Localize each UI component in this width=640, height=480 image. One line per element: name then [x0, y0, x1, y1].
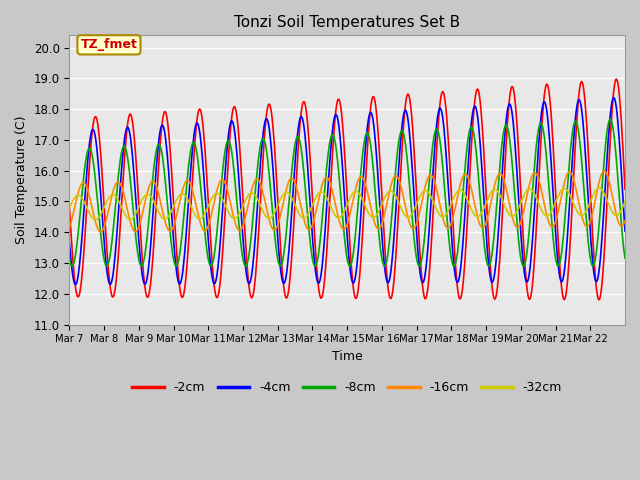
-4cm	[621, 228, 629, 234]
-2cm	[612, 76, 620, 82]
-4cm	[71, 282, 79, 288]
X-axis label: Time: Time	[332, 350, 363, 363]
-16cm	[436, 204, 444, 209]
-4cm	[65, 240, 73, 245]
-16cm	[97, 229, 104, 235]
-32cm	[405, 214, 413, 220]
-2cm	[436, 105, 444, 111]
-2cm	[260, 136, 268, 142]
Line: -32cm: -32cm	[69, 188, 625, 220]
-8cm	[233, 198, 241, 204]
-8cm	[260, 137, 268, 143]
-32cm	[595, 185, 603, 191]
-32cm	[92, 217, 99, 223]
-32cm	[131, 212, 139, 217]
Line: -2cm: -2cm	[69, 79, 625, 300]
-4cm	[131, 190, 139, 195]
Title: Tonzi Soil Temperatures Set B: Tonzi Soil Temperatures Set B	[234, 15, 460, 30]
Legend: -2cm, -4cm, -8cm, -16cm, -32cm: -2cm, -4cm, -8cm, -16cm, -32cm	[127, 376, 567, 399]
-32cm	[65, 205, 73, 211]
Line: -4cm: -4cm	[69, 98, 625, 285]
-8cm	[607, 117, 614, 122]
Text: TZ_fmet: TZ_fmet	[81, 38, 138, 51]
-4cm	[234, 157, 241, 163]
-4cm	[609, 95, 617, 101]
-8cm	[436, 140, 444, 146]
-16cm	[131, 228, 139, 234]
-8cm	[282, 240, 289, 245]
-16cm	[405, 219, 413, 225]
-16cm	[621, 218, 629, 224]
-2cm	[233, 112, 241, 118]
-32cm	[282, 190, 290, 195]
-32cm	[234, 214, 241, 219]
-4cm	[436, 105, 444, 111]
-32cm	[261, 212, 269, 218]
-2cm	[282, 293, 289, 299]
-2cm	[595, 297, 603, 303]
Line: -16cm: -16cm	[69, 171, 625, 232]
-16cm	[600, 168, 608, 174]
-16cm	[234, 226, 241, 231]
-8cm	[404, 169, 412, 175]
-8cm	[621, 255, 629, 261]
-2cm	[404, 92, 412, 97]
-16cm	[282, 188, 290, 193]
-32cm	[621, 199, 629, 204]
-2cm	[65, 205, 73, 211]
-8cm	[131, 222, 138, 228]
-4cm	[261, 119, 269, 125]
-8cm	[415, 263, 423, 269]
-32cm	[436, 213, 444, 218]
Y-axis label: Soil Temperature (C): Soil Temperature (C)	[15, 116, 28, 244]
-2cm	[621, 186, 629, 192]
Line: -8cm: -8cm	[69, 120, 625, 266]
-4cm	[405, 126, 413, 132]
-16cm	[65, 225, 73, 230]
-16cm	[261, 199, 269, 204]
-8cm	[65, 257, 73, 263]
-2cm	[131, 139, 138, 144]
-4cm	[282, 274, 290, 280]
